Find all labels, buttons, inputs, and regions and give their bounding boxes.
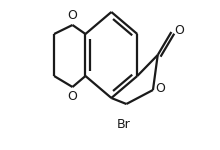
Text: O: O [68,9,77,22]
Text: O: O [155,81,165,94]
Text: Br: Br [117,118,130,132]
Text: O: O [175,24,185,37]
Text: O: O [68,90,77,103]
